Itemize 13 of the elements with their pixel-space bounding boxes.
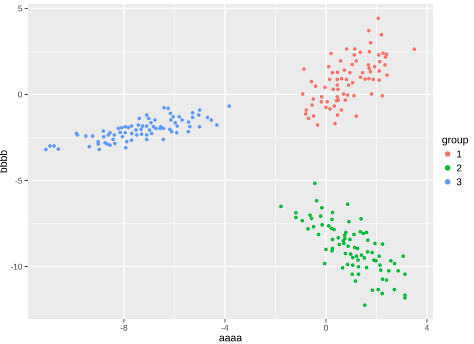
legend-label: 3 (456, 178, 462, 186)
legend-title: group (442, 138, 468, 146)
y-tick-label: 0 (18, 92, 22, 98)
y-tick-label: -5 (15, 178, 22, 184)
y-tick-label: 5 (18, 6, 22, 12)
y-tick-label: -10 (10, 264, 22, 270)
x-axis-title: aaaa (219, 336, 242, 342)
legend-label: 2 (456, 164, 462, 172)
x-tick-label: 0 (324, 324, 328, 331)
legend-label: 1 (457, 150, 462, 158)
x-tick-label: -4 (222, 324, 228, 331)
x-tick-label: -8 (120, 324, 128, 331)
x-tick-label: 4 (424, 324, 430, 331)
